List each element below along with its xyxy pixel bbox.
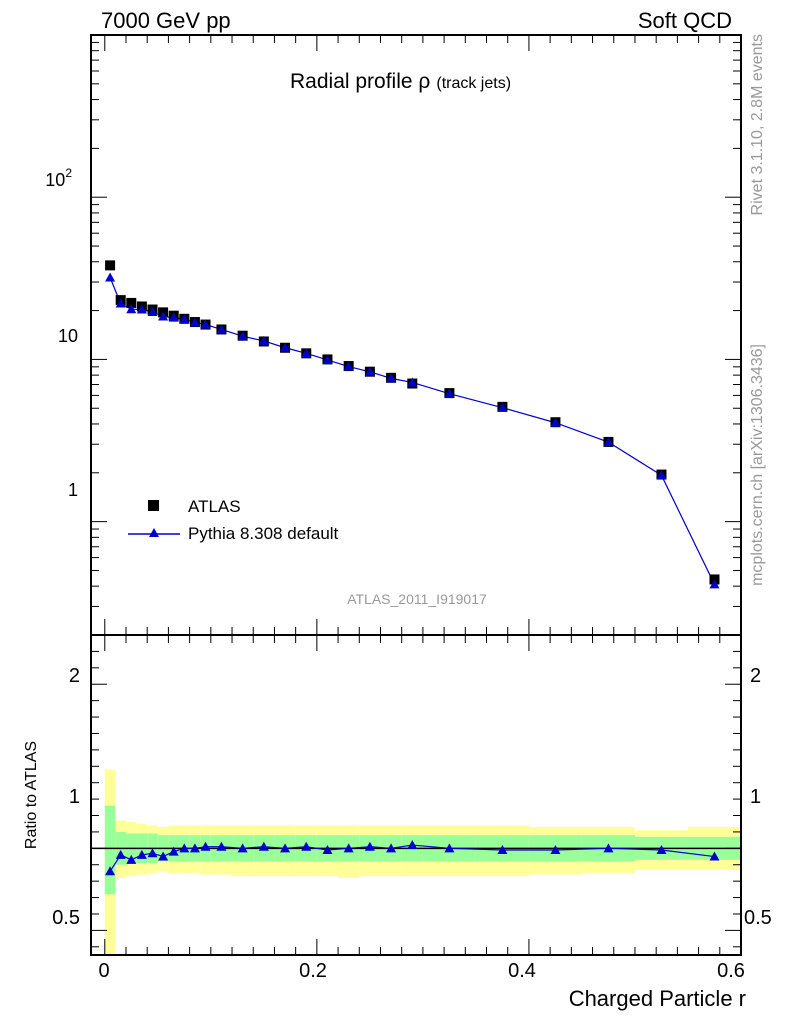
legend-atlas-label: ATLAS xyxy=(188,497,241,516)
ratio-tick-label-1-left: 1 xyxy=(69,786,80,808)
ratio-point-pythia-2 xyxy=(126,854,137,864)
ratio-point-pythia-3 xyxy=(136,849,147,859)
y-tick-label-1: 1 xyxy=(68,480,78,500)
data-point-pythia-20 xyxy=(444,388,455,398)
ratio-point-pythia-16 xyxy=(343,843,354,853)
plot-frames xyxy=(90,34,742,956)
analysis-id: ATLAS_2011_I919017 xyxy=(347,591,487,607)
ratio-point-pythia-0 xyxy=(105,866,116,876)
y-tick-label-100-base: 10 xyxy=(45,170,65,190)
data-point-pythia-5 xyxy=(158,311,169,321)
ratio-point-pythia-7 xyxy=(179,843,190,853)
side-label-bottom: mcplots.cern.ch [arXiv:1306.3436] xyxy=(749,344,766,586)
data-point-pythia-17 xyxy=(364,366,375,376)
data-point-pythia-9 xyxy=(200,319,211,329)
data-point-pythia-7 xyxy=(179,314,190,324)
x-tick-label-0: 0 xyxy=(98,960,109,982)
ratio-point-pythia-5 xyxy=(158,851,169,861)
chart-title-suffix: (track jets) xyxy=(436,75,511,92)
ratio-point-pythia-17 xyxy=(364,841,375,851)
data-point-pythia-10 xyxy=(216,324,227,334)
ratio-point-pythia-25 xyxy=(709,851,720,861)
data-point-pythia-3 xyxy=(136,304,147,314)
ratio-point-pythia-9 xyxy=(200,841,211,851)
header-right: Soft QCD xyxy=(638,8,732,33)
ratio-point-pythia-10 xyxy=(216,841,227,851)
data-point-pythia-11 xyxy=(237,331,248,341)
legend-atlas-marker xyxy=(148,500,159,511)
header-left: 7000 GeV pp xyxy=(101,8,231,33)
data-point-atlas-2 xyxy=(126,297,137,308)
chart-title-main: Radial profile ρ xyxy=(290,70,430,93)
legend-pythia-marker xyxy=(149,528,159,537)
ratio-point-pythia-23 xyxy=(603,843,614,853)
ratio-tick-label-2-right: 2 xyxy=(750,665,761,687)
ratio-point-pythia-14 xyxy=(301,841,312,851)
data-marks xyxy=(105,260,720,876)
data-point-pythia-24 xyxy=(656,470,667,480)
ratio-axis-label: Ratio to ATLAS xyxy=(23,741,40,849)
data-point-pythia-8 xyxy=(189,317,200,327)
data-point-pythia-0 xyxy=(105,272,116,282)
chart-title: Radial profile ρ (track jets) xyxy=(290,70,511,93)
data-point-atlas-0 xyxy=(105,260,116,271)
band-inner-0 xyxy=(104,805,116,895)
data-point-pythia-16 xyxy=(343,361,354,371)
ratio-point-pythia-21 xyxy=(497,844,508,854)
main-frame xyxy=(90,34,742,636)
y-tick-label-100: 102 xyxy=(45,166,72,190)
ratio-point-pythia-15 xyxy=(322,844,333,854)
data-point-pythia-13 xyxy=(280,342,291,352)
data-point-pythia-23 xyxy=(603,437,614,447)
ratio-tick-label-2-left: 2 xyxy=(69,665,80,687)
data-point-pythia-12 xyxy=(258,335,269,345)
ratio-point-pythia-19 xyxy=(407,840,418,850)
x-tick-label-0-4: 0.4 xyxy=(508,960,536,982)
data-point-pythia-6 xyxy=(168,312,179,322)
x-axis-label: Charged Particle r xyxy=(569,986,746,1011)
ratio-uncertainty-bands xyxy=(104,769,741,955)
x-tick-label-0-6: 0.6 xyxy=(717,960,745,982)
data-point-pythia-1 xyxy=(115,298,126,308)
ratio-tick-label-0-5-right: 0.5 xyxy=(744,907,772,929)
ratio-point-pythia-1 xyxy=(115,849,126,859)
ratio-tick-label-1-right: 1 xyxy=(750,786,761,808)
legend-pythia-label: Pythia 8.308 default xyxy=(188,524,339,543)
y-tick-label-100-exp: 2 xyxy=(65,166,72,180)
ratio-point-pythia-13 xyxy=(280,843,291,853)
ratio-point-pythia-6 xyxy=(168,846,179,856)
ratio-point-pythia-8 xyxy=(189,843,200,853)
data-point-pythia-22 xyxy=(550,417,561,427)
ratio-point-pythia-24 xyxy=(656,844,667,854)
data-point-pythia-2 xyxy=(126,304,137,314)
side-label-top: Rivet 3.1.10, 2.8M events xyxy=(749,34,766,215)
ratio-tick-label-0-5-left: 0.5 xyxy=(52,907,80,929)
ratio-point-pythia-11 xyxy=(237,843,248,853)
data-point-pythia-21 xyxy=(497,402,508,412)
ratio-point-pythia-18 xyxy=(386,843,397,853)
y-tick-label-10: 10 xyxy=(58,326,78,346)
data-point-pythia-4 xyxy=(147,307,158,317)
data-point-pythia-25 xyxy=(709,579,720,589)
data-point-pythia-19 xyxy=(407,377,418,387)
ratio-point-pythia-22 xyxy=(550,844,561,854)
ratio-point-pythia-12 xyxy=(258,841,269,851)
axis-ticks xyxy=(91,35,742,955)
ratio-frame xyxy=(90,634,742,956)
ratio-point-pythia-20 xyxy=(444,843,455,853)
data-point-pythia-18 xyxy=(386,373,397,383)
data-point-pythia-14 xyxy=(301,348,312,358)
data-point-pythia-15 xyxy=(322,354,333,364)
ratio-point-pythia-4 xyxy=(147,848,158,858)
x-tick-label-0-2: 0.2 xyxy=(299,960,327,982)
